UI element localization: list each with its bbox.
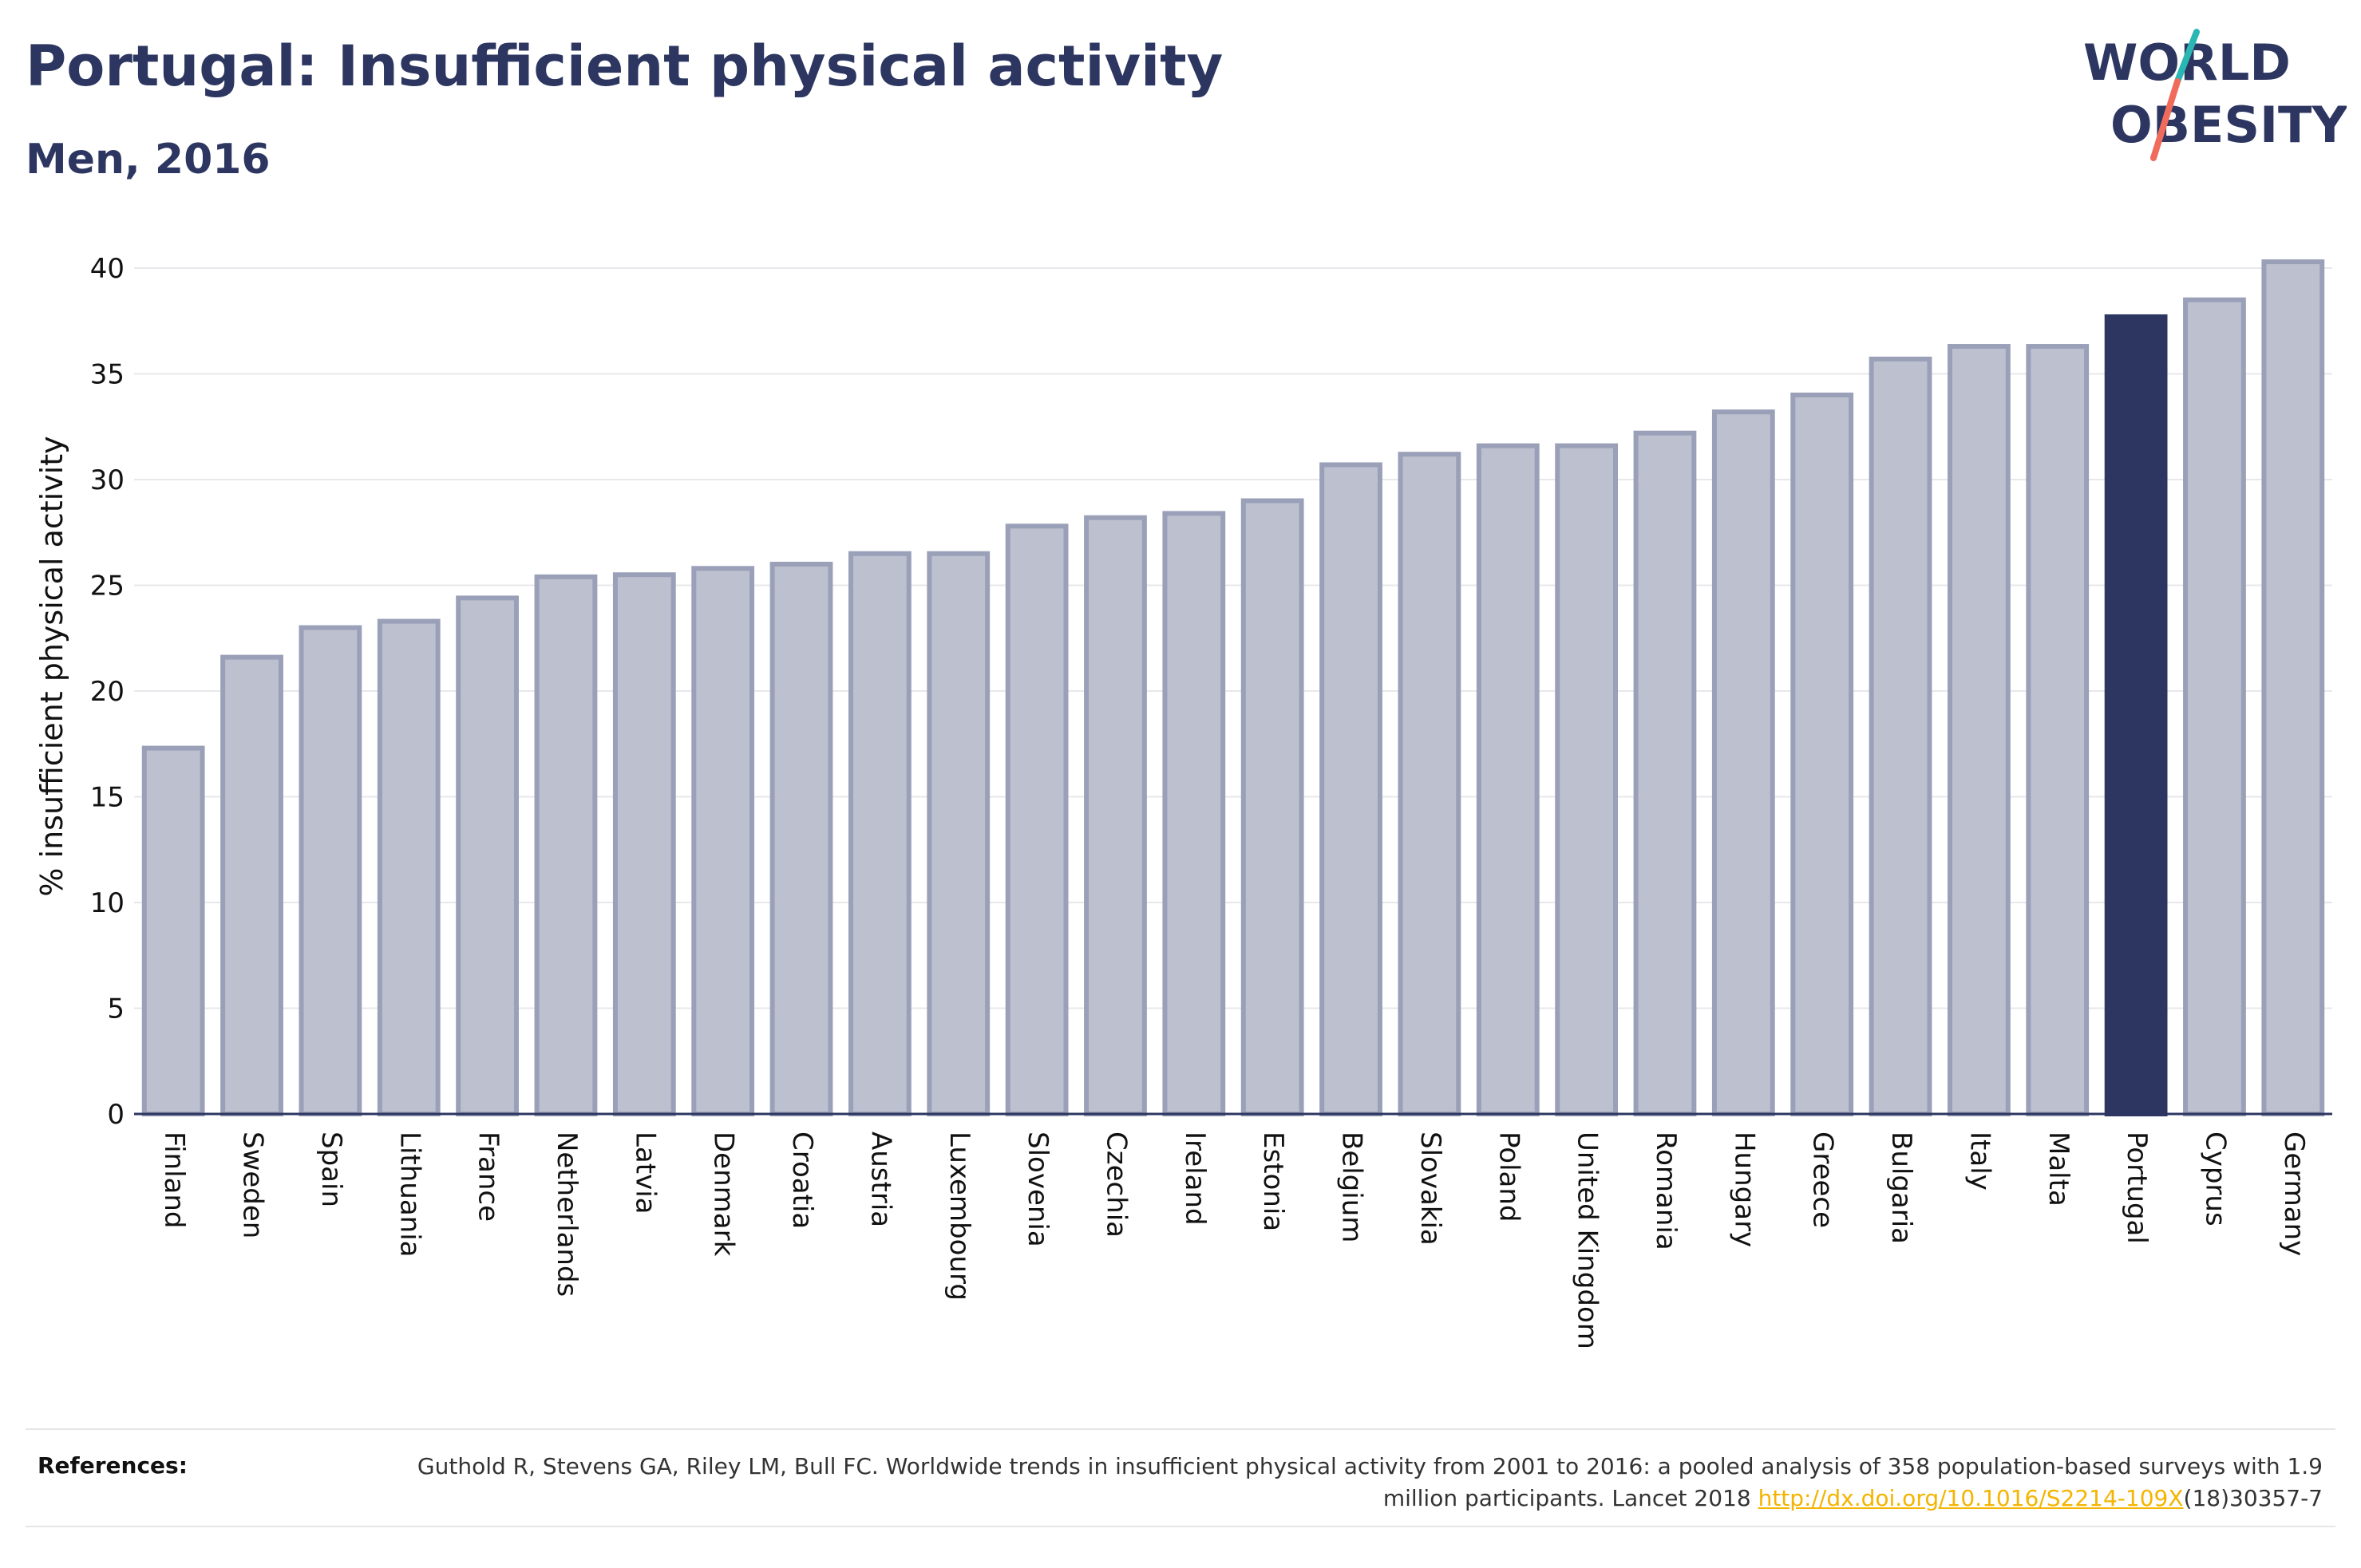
x-tick-label: Portugal <box>2121 1132 2153 1244</box>
x-tick-label: Germany <box>2278 1132 2310 1256</box>
x-tick-label: Finland <box>158 1132 190 1229</box>
reference-citation: Guthold R, Stevens GA, Riley LM, Bull FC… <box>417 1453 2323 1511</box>
references-label: References: <box>38 1452 188 1479</box>
reference-citation-suffix: (18)30357-7 <box>2183 1485 2323 1511</box>
bar-greece <box>1790 393 1854 1116</box>
x-tick-label: Czechia <box>1100 1132 1132 1238</box>
x-tick-label: United Kingdom <box>1572 1132 1604 1349</box>
bar-united-kingdom <box>1555 443 1618 1116</box>
bar-netherlands <box>534 574 598 1116</box>
y-axis-title: % insufficient physical activity <box>34 436 69 896</box>
x-tick-label: Bulgaria <box>1885 1132 1917 1244</box>
chart-subtitle: Men, 2016 <box>26 136 271 184</box>
x-tick-label: Croatia <box>786 1132 818 1229</box>
bar-italy <box>1948 344 2011 1116</box>
x-tick-label: Lithuania <box>394 1132 425 1257</box>
x-tick-label: Belgium <box>1336 1132 1368 1242</box>
bar-slovenia <box>1005 523 1069 1116</box>
y-tick-label: 5 <box>107 993 125 1025</box>
bar-bulgaria <box>1869 356 1932 1116</box>
bar-cyprus <box>2183 297 2246 1116</box>
y-tick-label: 35 <box>90 359 125 391</box>
bar-latvia <box>612 572 676 1116</box>
world-obesity-logo: WORLD OBESITY <box>2083 29 2347 161</box>
bar-lithuania <box>377 618 441 1116</box>
bar-malta <box>2026 344 2090 1116</box>
x-tick-label: Luxembourg <box>943 1132 975 1301</box>
x-tick-label: Latvia <box>629 1132 661 1215</box>
y-tick-label: 25 <box>90 571 125 602</box>
bar-portugal <box>2104 314 2168 1116</box>
x-tick-label: Malta <box>2043 1132 2074 1207</box>
chart-title: Portugal: Insufficient physical activity <box>26 34 1224 99</box>
bar-croatia <box>769 562 833 1116</box>
x-tick-label: Romania <box>1650 1132 1682 1250</box>
bar-denmark <box>691 566 755 1116</box>
x-tick-label: Hungary <box>1728 1132 1760 1247</box>
bar-czechia <box>1084 515 1147 1116</box>
y-tick-label: 10 <box>90 887 125 919</box>
x-tick-label: Poland <box>1493 1132 1525 1222</box>
logo-slash-bottom <box>2150 78 2181 161</box>
bar-romania <box>1633 430 1697 1116</box>
bar-ireland <box>1162 511 1226 1116</box>
bar-austria <box>848 551 912 1116</box>
y-tick-label: 20 <box>90 676 125 708</box>
x-tick-label: Estonia <box>1257 1132 1289 1231</box>
x-tick-label: Cyprus <box>2199 1132 2231 1226</box>
x-tick-label: Slovenia <box>1022 1132 1054 1247</box>
logo-line-obesity: OBESITY <box>2110 96 2347 154</box>
bar-finland <box>141 745 205 1116</box>
x-tick-label: Denmark <box>708 1132 740 1257</box>
bar-poland <box>1476 443 1540 1116</box>
bar-sweden <box>220 654 283 1116</box>
references-panel: References: Guthold R, Stevens GA, Riley… <box>26 1428 2335 1527</box>
bar-estonia <box>1240 498 1304 1116</box>
bar-belgium <box>1319 462 1382 1116</box>
bar-france <box>456 595 519 1116</box>
reference-doi-link[interactable]: http://dx.doi.org/10.1016/S2214-109X <box>1758 1485 2184 1511</box>
x-tick-label: Ireland <box>1179 1132 1211 1226</box>
x-tick-label: Slovakia <box>1414 1132 1446 1246</box>
tick-labels: 0 5 10 15 20 25 30 35 40 Finland Sweden Spain Lithua… <box>90 253 2310 1349</box>
bar-luxembourg <box>927 551 991 1116</box>
x-tick-label: Netherlands <box>551 1132 583 1297</box>
y-tick-label: 40 <box>90 253 125 285</box>
x-tick-label: Italy <box>1964 1132 1995 1191</box>
references-text: Guthold R, Stevens GA, Riley LM, Bull FC… <box>407 1451 2323 1515</box>
y-tick-label: 15 <box>90 782 125 814</box>
x-tick-label: Sweden <box>237 1132 269 1238</box>
bar-slovakia <box>1398 452 1461 1116</box>
logo-slash-top <box>2174 29 2200 85</box>
y-tick-label: 30 <box>90 464 125 496</box>
x-tick-label: Austria <box>864 1132 896 1227</box>
x-tick-label: France <box>473 1132 504 1222</box>
bar-hungary <box>1711 409 1775 1116</box>
bar-spain <box>299 625 362 1116</box>
x-tick-label: Spain <box>315 1132 347 1207</box>
bars <box>141 259 2325 1116</box>
y-tick-label: 0 <box>107 1099 125 1131</box>
bar-germany <box>2261 259 2325 1116</box>
x-tick-label: Greece <box>1807 1132 1839 1228</box>
